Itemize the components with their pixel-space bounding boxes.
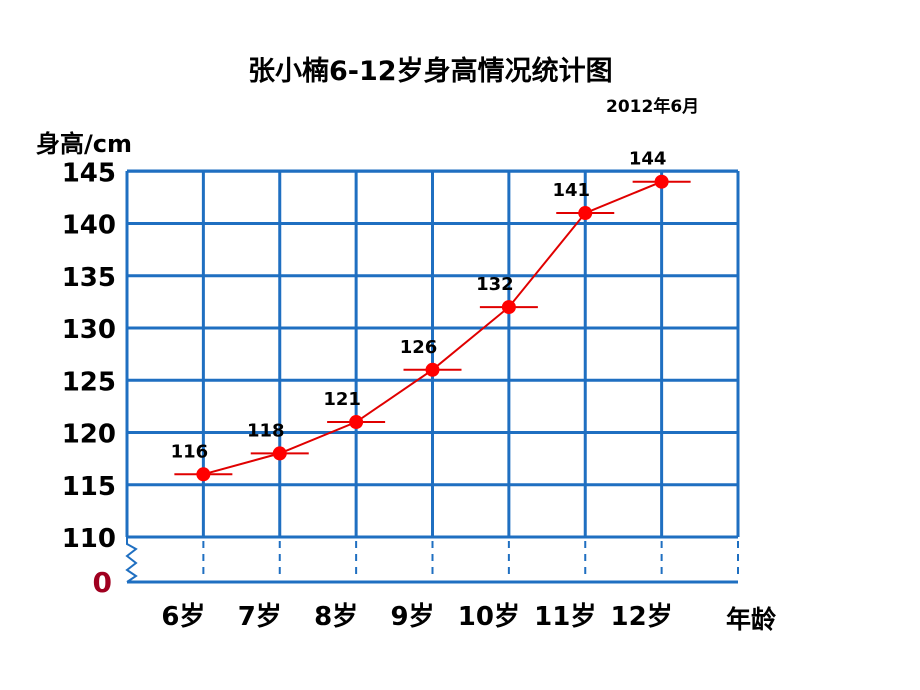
- y-tick-label: 115: [62, 472, 116, 502]
- y-tick-label: 135: [62, 263, 116, 293]
- y-tick-label: 125: [62, 367, 116, 397]
- data-label: 141: [552, 180, 590, 201]
- data-point: [578, 206, 593, 221]
- x-tick-label: 12岁: [611, 601, 673, 632]
- data-label: 132: [476, 274, 514, 295]
- data-point: [425, 362, 440, 377]
- x-axis-label: 年龄: [726, 605, 777, 634]
- x-tick-label: 8岁: [314, 601, 358, 632]
- data-point: [272, 446, 287, 461]
- data-label: 121: [323, 389, 361, 410]
- x-tick-label: 6岁: [161, 601, 205, 632]
- y-zero-label: 0: [93, 566, 112, 599]
- x-tick-label: 10岁: [458, 601, 520, 632]
- y-tick-label: 130: [62, 315, 116, 345]
- y-tick-label: 140: [62, 211, 116, 241]
- y-tick-label: 120: [62, 420, 116, 450]
- axis-break-zigzag: [125, 537, 138, 583]
- x-tick-label: 11岁: [534, 601, 596, 632]
- y-tick-label: 110: [62, 524, 116, 554]
- data-label: 118: [247, 420, 285, 441]
- x-tick-label: 7岁: [238, 601, 282, 632]
- data-label: 126: [400, 337, 438, 358]
- data-point: [349, 415, 364, 430]
- y-axis-label: 身高/cm: [36, 130, 132, 158]
- chart-title: 张小楠6-12岁身高情况统计图: [248, 56, 613, 87]
- data-point: [196, 467, 211, 482]
- data-point: [654, 174, 669, 189]
- data-point: [501, 300, 516, 315]
- y-tick-label: 145: [62, 158, 116, 188]
- data-label: 144: [629, 149, 667, 170]
- x-tick-label: 9岁: [390, 601, 434, 632]
- data-label: 116: [171, 441, 209, 462]
- chart-date: 2012年6月: [606, 97, 700, 117]
